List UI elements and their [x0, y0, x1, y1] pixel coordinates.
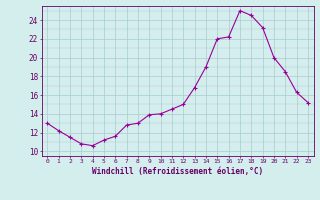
X-axis label: Windchill (Refroidissement éolien,°C): Windchill (Refroidissement éolien,°C) — [92, 167, 263, 176]
